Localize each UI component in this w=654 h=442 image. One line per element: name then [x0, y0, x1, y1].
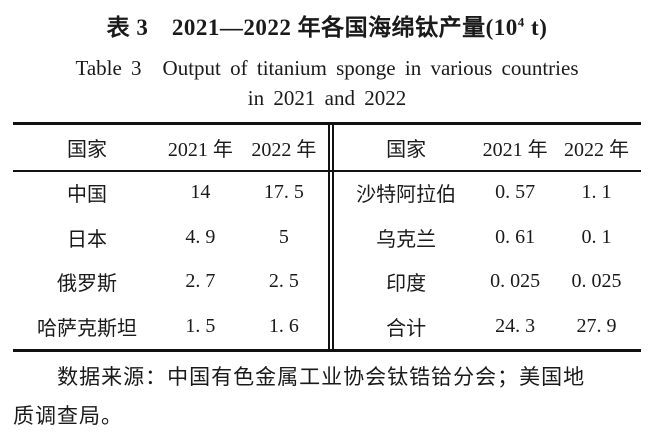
cell-value-2022: 27. 9: [576, 315, 617, 338]
cell-value-2022: 0. 1: [581, 225, 612, 248]
cell-value-2021: 0. 57: [495, 180, 536, 203]
table-right-panel: 国家 2021 年 2022 年 沙特阿拉伯 0. 57 1. 1 乌克兰 0.…: [334, 125, 641, 349]
data-source-line1: 数据来源：中国有色金属工业协会钛锆铪分会；美国地: [57, 365, 586, 389]
cell-country: 合计: [386, 318, 427, 341]
header-2021-right: 2021 年: [482, 139, 548, 161]
header-country-right: 国家: [386, 139, 427, 161]
cell-value-2022: 1. 1: [581, 180, 612, 203]
header-country-left: 国家: [67, 139, 108, 161]
table-caption-zh: 表 3 2021—2022 年各国海绵钛产量(104 t): [0, 8, 654, 42]
caption-zh-text: 表 3 2021—2022 年各国海绵钛产量(10: [106, 15, 518, 40]
output-table: 国家 2021 年 2022 年 中国 14 17. 5 日本 4. 9 5 俄…: [13, 122, 641, 352]
data-source-note: 数据来源：中国有色金属工业协会钛锆铪分会；美国地 质调查局。: [13, 358, 641, 436]
cell-country: 印度: [386, 273, 427, 296]
cell-country: 俄罗斯: [57, 273, 118, 296]
cell-value-2022: 1. 6: [268, 315, 299, 338]
header-2022-right: 2022 年: [563, 139, 629, 161]
table-caption-en-line2: in 2021 and 2022: [247, 86, 407, 110]
table-left-panel: 国家 2021 年 2022 年 中国 14 17. 5 日本 4. 9 5 俄…: [13, 125, 328, 349]
cell-value-2021: 0. 61: [495, 225, 536, 248]
cell-country: 哈萨克斯坦: [37, 318, 138, 341]
header-2022-left: 2022 年: [251, 139, 317, 161]
cell-country: 日本: [67, 228, 108, 251]
cell-value-2021: 14: [190, 180, 211, 203]
data-source-line2: 质调查局。: [13, 404, 123, 428]
cell-value-2021: 0. 025: [490, 270, 541, 293]
caption-zh-superscript: 4: [517, 14, 525, 30]
cell-value-2021: 4. 9: [185, 225, 216, 248]
caption-zh-unit: t): [524, 15, 548, 40]
cell-value-2022: 0. 025: [571, 270, 622, 293]
table-caption-en-line1: Table 3 Output of titanium sponge in var…: [75, 56, 579, 80]
cell-country: 中国: [67, 183, 108, 206]
cell-value-2021: 24. 3: [495, 315, 536, 338]
cell-value-2022: 5: [278, 225, 289, 248]
cell-value-2022: 2. 5: [268, 270, 299, 293]
cell-value-2021: 2. 7: [185, 270, 216, 293]
cell-value-2021: 1. 5: [185, 315, 216, 338]
double-rule-divider: [328, 125, 334, 349]
cell-country: 沙特阿拉伯: [356, 183, 457, 206]
cell-country: 乌克兰: [376, 228, 437, 251]
header-2021-left: 2021 年: [167, 139, 233, 161]
header-separator-rule: [13, 170, 641, 172]
cell-value-2022: 17. 5: [263, 180, 304, 203]
